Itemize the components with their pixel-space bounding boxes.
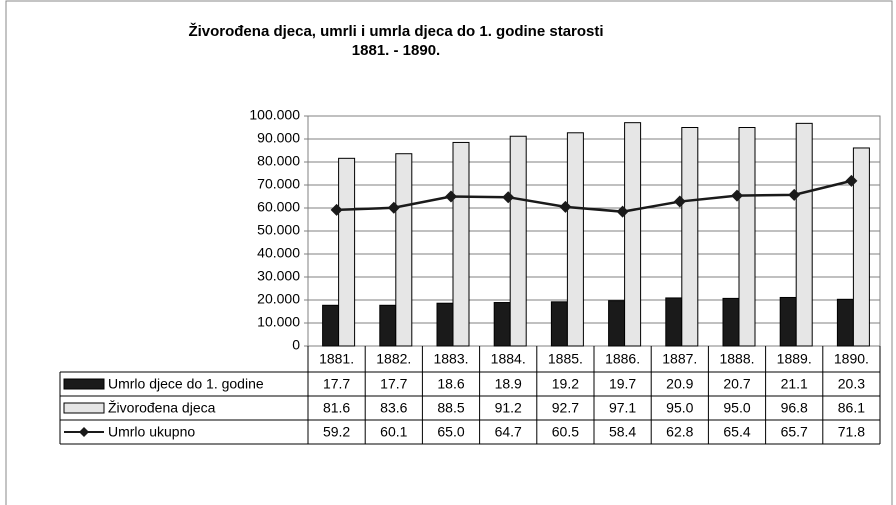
table-value: 59.2 xyxy=(323,424,350,440)
x-tick-label: 1883. xyxy=(433,351,468,367)
bar xyxy=(852,147,870,347)
bar xyxy=(395,153,413,347)
marker xyxy=(330,203,343,216)
legend-key xyxy=(79,427,89,437)
line xyxy=(336,179,852,213)
y-tick-label: 50.000 xyxy=(257,222,300,238)
x-tick-label: 1881. xyxy=(319,351,354,367)
marker xyxy=(387,201,400,214)
table-value: 95.0 xyxy=(723,400,750,416)
bar xyxy=(836,298,854,347)
x-tick-label: 1887. xyxy=(662,351,697,367)
bar xyxy=(493,302,511,347)
table-value: 91.2 xyxy=(495,400,522,416)
bar xyxy=(665,297,683,347)
y-tick-label: 80.000 xyxy=(257,153,300,169)
marker xyxy=(616,205,629,218)
x-tick-label: 1888. xyxy=(719,351,754,367)
bar xyxy=(624,122,642,347)
bar xyxy=(795,122,813,347)
table-value: 20.9 xyxy=(666,376,693,392)
x-tick-label: 1886. xyxy=(605,351,640,367)
table-value: 92.7 xyxy=(552,400,579,416)
chart-subtitle: 1881. - 1890. xyxy=(352,42,440,59)
legend-label: Umrlo djece do 1. godine xyxy=(108,376,264,392)
table-value: 65.0 xyxy=(437,424,464,440)
x-tick-label: 1885. xyxy=(548,351,583,367)
marker xyxy=(445,190,457,203)
table-value: 17.7 xyxy=(380,376,407,392)
table-value: 19.7 xyxy=(609,376,636,392)
bar xyxy=(738,127,756,347)
table-value: 62.8 xyxy=(666,424,693,440)
table-value: 81.6 xyxy=(323,400,350,416)
marker xyxy=(788,188,801,201)
y-tick-label: 20.000 xyxy=(257,291,300,307)
table-value: 96.8 xyxy=(781,400,808,416)
bar xyxy=(322,304,340,347)
y-tick-label: 30.000 xyxy=(257,268,300,284)
table-value: 88.5 xyxy=(437,400,464,416)
table-value: 95.0 xyxy=(666,400,693,416)
table-value: 21.1 xyxy=(781,376,808,392)
x-tick-label: 1889. xyxy=(777,351,812,367)
y-tick-label: 0 xyxy=(292,337,300,353)
legend-label: Umrlo ukupno xyxy=(108,424,195,440)
bar xyxy=(608,300,626,347)
y-tick-label: 90.000 xyxy=(257,130,300,146)
legend-key xyxy=(63,402,105,414)
marker xyxy=(673,195,686,208)
table-value: 64.7 xyxy=(495,424,522,440)
bar xyxy=(338,157,356,347)
x-tick-label: 1882. xyxy=(376,351,411,367)
table-value: 71.8 xyxy=(838,424,865,440)
table-value: 60.5 xyxy=(552,424,579,440)
bar xyxy=(722,297,740,347)
bar xyxy=(452,141,470,347)
table-value: 65.7 xyxy=(781,424,808,440)
table-value: 18.9 xyxy=(495,376,522,392)
table-value: 65.4 xyxy=(723,424,750,440)
bar xyxy=(779,296,797,347)
table-value: 60.1 xyxy=(380,424,407,440)
marker xyxy=(559,200,572,213)
bar xyxy=(550,301,568,347)
y-tick-label: 60.000 xyxy=(257,199,300,215)
table-value: 86.1 xyxy=(838,400,865,416)
y-tick-label: 70.000 xyxy=(257,176,300,192)
table-value: 83.6 xyxy=(380,400,407,416)
bar xyxy=(436,302,454,347)
marker xyxy=(845,174,858,187)
table-value: 20.3 xyxy=(838,376,865,392)
bar xyxy=(379,304,397,347)
marker xyxy=(731,189,743,202)
legend-label: Živorođena djeca xyxy=(108,400,216,416)
legend-key xyxy=(63,378,105,390)
table-value: 97.1 xyxy=(609,400,636,416)
bar xyxy=(509,135,527,347)
y-tick-label: 100.000 xyxy=(249,107,300,123)
marker xyxy=(502,191,515,204)
table-value: 58.4 xyxy=(609,424,636,440)
x-tick-label: 1890. xyxy=(834,351,869,367)
chart-title: Živorođena djeca, umrli i umrla djeca do… xyxy=(188,22,603,40)
y-tick-label: 10.000 xyxy=(257,314,300,330)
table-value: 17.7 xyxy=(323,376,350,392)
x-tick-label: 1884. xyxy=(491,351,526,367)
table-value: 19.2 xyxy=(552,376,579,392)
bar xyxy=(681,127,699,347)
table-value: 20.7 xyxy=(723,376,750,392)
y-tick-label: 40.000 xyxy=(257,245,300,261)
bar xyxy=(566,132,584,347)
table-value: 18.6 xyxy=(437,376,464,392)
